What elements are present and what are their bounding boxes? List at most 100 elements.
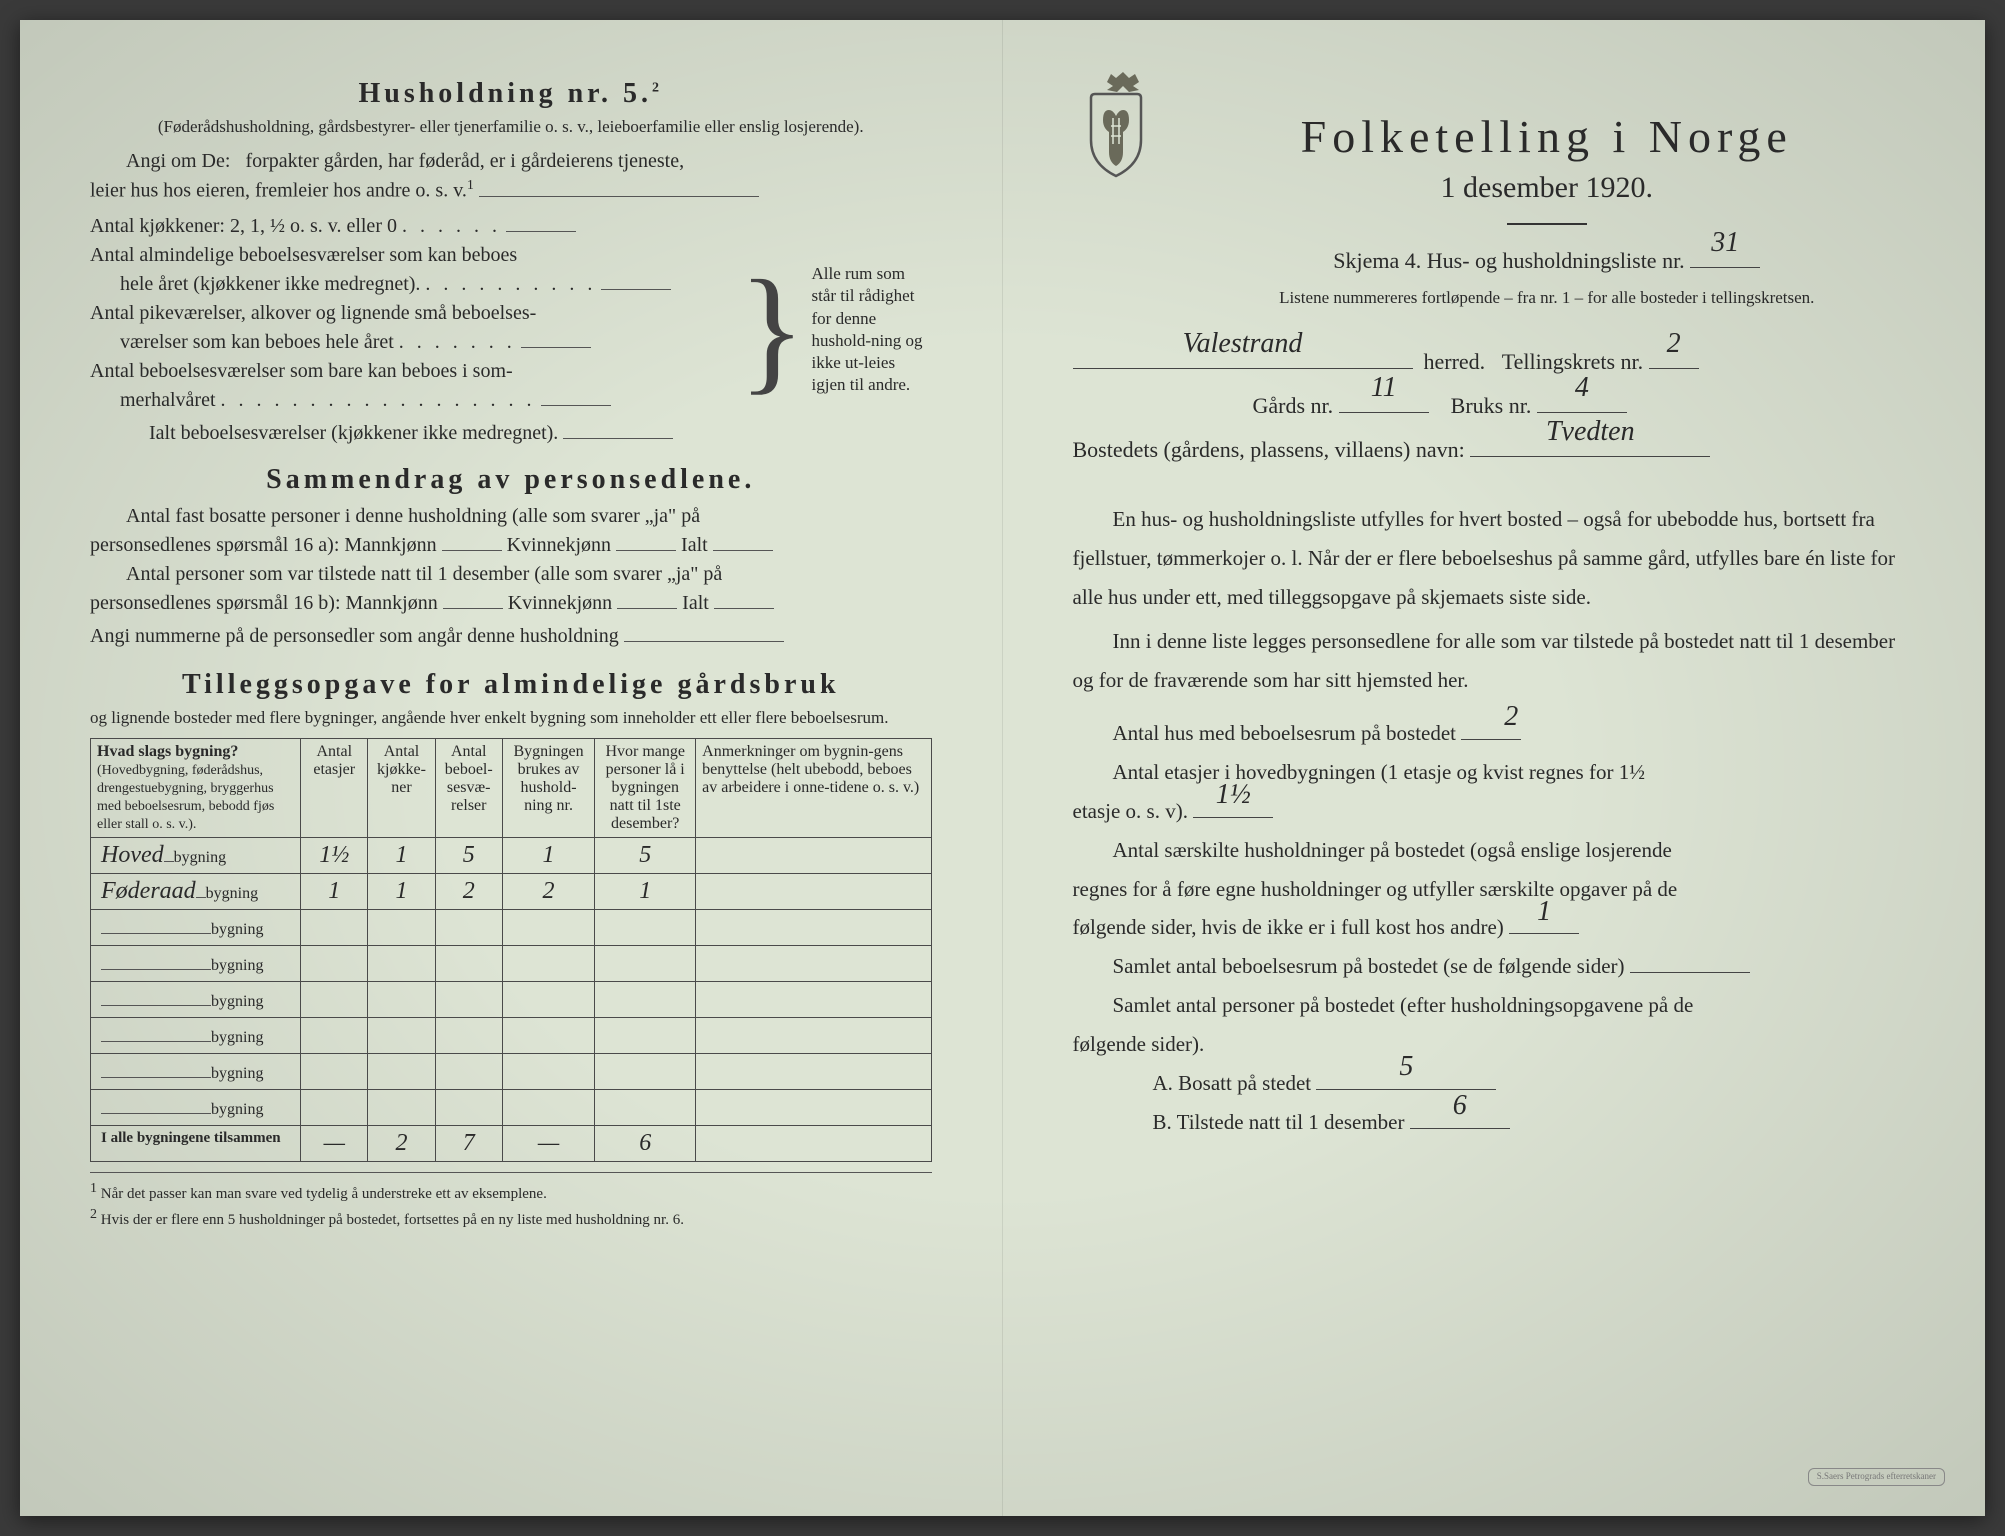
mann2-fill[interactable] (443, 589, 503, 609)
household-5-title: Husholdning nr. 5.2 (90, 78, 932, 110)
row-kjokkener[interactable] (368, 909, 435, 945)
row-label-cell[interactable]: bygning (91, 981, 301, 1017)
row-personer[interactable] (595, 945, 696, 981)
bosted-label: Bostedets (gårdens, plassens, villaens) … (1073, 437, 1465, 462)
row-label-cell[interactable]: bygning (91, 945, 301, 981)
row-etasjer[interactable]: 1 (301, 873, 368, 909)
row-hushold[interactable] (502, 945, 594, 981)
row-beboelse[interactable]: 5 (435, 837, 502, 873)
row-etasjer[interactable] (301, 1089, 368, 1125)
row-kjokkener[interactable] (368, 981, 435, 1017)
ialt2-fill[interactable] (714, 589, 774, 609)
row-anm[interactable] (696, 1053, 931, 1089)
a-field[interactable]: 5 (1316, 1067, 1496, 1090)
row-personer[interactable] (595, 981, 696, 1017)
ialt1-fill[interactable] (713, 531, 773, 551)
row-beboelse[interactable] (435, 909, 502, 945)
angi-fill[interactable] (479, 177, 759, 197)
row-anm[interactable] (696, 1017, 931, 1053)
row-label-cell[interactable]: Føderaadbygning (91, 873, 301, 909)
kvinne1-fill[interactable] (616, 531, 676, 551)
ialt-fill[interactable] (563, 419, 673, 439)
row-beboelse[interactable] (435, 1089, 502, 1125)
col1-sub: (Hovedbygning, føderådshus, drengestueby… (97, 763, 274, 832)
bygning-word: bygning (211, 1065, 263, 1082)
row-label-cell[interactable]: bygning (91, 909, 301, 945)
row-anm[interactable] (696, 945, 931, 981)
antal-etasjer-field[interactable]: 1½ (1193, 795, 1273, 818)
row-hushold[interactable]: 2 (502, 873, 594, 909)
row-personer[interactable] (595, 1053, 696, 1089)
row-anm[interactable] (696, 909, 931, 945)
saerskilte-field[interactable]: 1 (1509, 911, 1579, 934)
row-personer[interactable]: 1 (595, 873, 696, 909)
row-label-cell[interactable]: bygning (91, 1053, 301, 1089)
row-etasjer[interactable] (301, 1053, 368, 1089)
antal-hus-field[interactable]: 2 (1461, 717, 1521, 740)
tellingskrets-field[interactable]: 2 (1649, 345, 1699, 369)
row-kjokkener[interactable] (368, 1089, 435, 1125)
row-personer[interactable] (595, 1017, 696, 1053)
row-etasjer[interactable]: 1½ (301, 837, 368, 873)
skjema-nr-field[interactable]: 31 (1690, 244, 1760, 268)
row-personer[interactable] (595, 909, 696, 945)
row-label-cell[interactable]: bygning (91, 1017, 301, 1053)
sam-l1a: Antal fast bosatte personer i denne hush… (90, 502, 932, 531)
row-kjokkener[interactable]: 1 (368, 873, 435, 909)
h5-title-text: Husholdning nr. 5. (358, 78, 652, 109)
para1: En hus- og husholdningsliste utfylles fo… (1073, 500, 1916, 617)
row-kjokkener[interactable] (368, 1017, 435, 1053)
row-hushold[interactable] (502, 1089, 594, 1125)
row-anm[interactable] (696, 837, 931, 873)
b-label: B. Tilstede natt til 1 desember (1153, 1110, 1405, 1134)
row-beboelse[interactable] (435, 945, 502, 981)
row-label-cell[interactable]: Hovedbygning (91, 837, 301, 873)
row-etasjer[interactable] (301, 945, 368, 981)
gards-field[interactable]: 11 (1339, 389, 1429, 413)
kjokkener-fill[interactable] (506, 212, 576, 232)
samlet-bebo-field[interactable] (1630, 950, 1750, 973)
a-label: A. Bosatt på stedet (1153, 1071, 1312, 1095)
saerskilte-l2: regnes for å føre egne husholdninger og … (1073, 870, 1916, 909)
nummerne-fill[interactable] (624, 622, 784, 642)
kvinne2-fill[interactable] (617, 589, 677, 609)
row-label-cell[interactable]: bygning (91, 1089, 301, 1125)
row-etasjer[interactable] (301, 1017, 368, 1053)
row-beboelse[interactable] (435, 1053, 502, 1089)
table-row: bygning (91, 1089, 932, 1125)
bebo2-fill[interactable] (521, 328, 591, 348)
table-row: bygning (91, 1017, 932, 1053)
row-hushold[interactable] (502, 981, 594, 1017)
bebo1-fill[interactable] (601, 270, 671, 290)
b-field[interactable]: 6 (1410, 1106, 1510, 1129)
row-hushold[interactable] (502, 909, 594, 945)
mann1-fill[interactable] (442, 531, 502, 551)
row-kjokkener[interactable]: 1 (368, 837, 435, 873)
footnote-2: 2 Hvis der er flere enn 5 husholdninger … (90, 1205, 932, 1231)
row-beboelse[interactable] (435, 1017, 502, 1053)
herred-field[interactable]: Valestrand (1073, 345, 1413, 369)
bosted-field[interactable]: Tvedten (1470, 433, 1710, 457)
row-beboelse[interactable]: 2 (435, 873, 502, 909)
row-etasjer[interactable] (301, 909, 368, 945)
row-personer[interactable] (595, 1089, 696, 1125)
total-kjokkener: 2 (368, 1125, 435, 1161)
row-kjokkener[interactable] (368, 1053, 435, 1089)
row-anm[interactable] (696, 981, 931, 1017)
sammendrag-title: Sammendrag av personsedlene. (90, 464, 932, 496)
row-hushold[interactable]: 1 (502, 837, 594, 873)
antal-hus-label: Antal hus med beboelsesrum på bostedet (1113, 721, 1457, 745)
row-beboelse[interactable] (435, 981, 502, 1017)
row-anm[interactable] (696, 873, 931, 909)
row-etasjer[interactable] (301, 981, 368, 1017)
row-anm[interactable] (696, 1089, 931, 1125)
antal-etasjer-row2: etasje o. s. v). 1½ (1073, 792, 1916, 831)
row-hushold[interactable] (502, 1053, 594, 1089)
table-row: Hovedbygning1½1515 (91, 837, 932, 873)
bebo3-fill[interactable] (541, 386, 611, 406)
samlet-pers-l1: Samlet antal personer på bostedet (efter… (1073, 986, 1916, 1025)
row-personer[interactable]: 5 (595, 837, 696, 873)
herred-row: Valestrand herred. Tellingskrets nr. 2 (1073, 340, 1916, 384)
row-kjokkener[interactable] (368, 945, 435, 981)
row-hushold[interactable] (502, 1017, 594, 1053)
